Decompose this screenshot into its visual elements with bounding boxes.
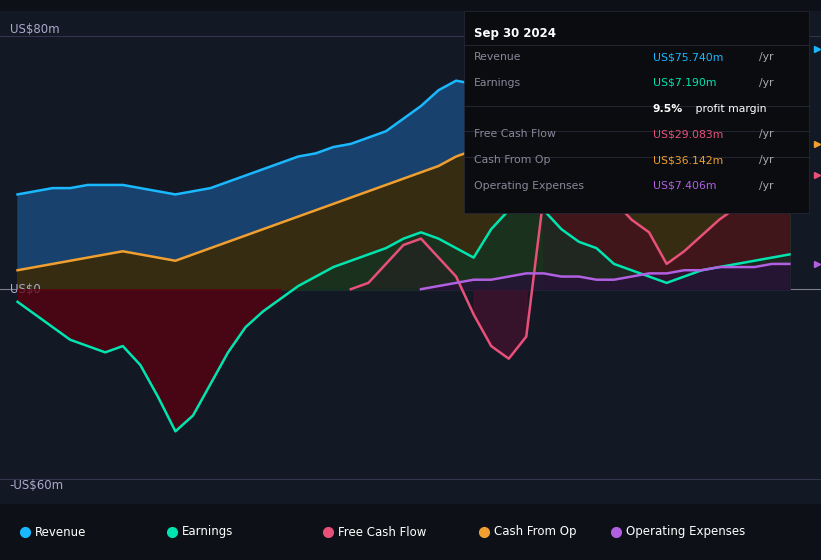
Text: Earnings: Earnings: [474, 78, 521, 88]
Text: /yr: /yr: [759, 78, 774, 88]
Text: US$0: US$0: [10, 283, 40, 296]
Text: /yr: /yr: [759, 181, 774, 191]
Text: US$7.406m: US$7.406m: [653, 181, 716, 191]
Text: /yr: /yr: [759, 129, 774, 139]
Text: Earnings: Earnings: [182, 525, 234, 539]
Text: Cash From Op: Cash From Op: [474, 155, 550, 165]
Text: 9.5%: 9.5%: [653, 104, 683, 114]
Text: Free Cash Flow: Free Cash Flow: [474, 129, 556, 139]
Text: Revenue: Revenue: [34, 525, 86, 539]
Text: Operating Expenses: Operating Expenses: [474, 181, 584, 191]
Text: US$75.740m: US$75.740m: [653, 52, 723, 62]
Text: /yr: /yr: [759, 52, 774, 62]
Text: Revenue: Revenue: [474, 52, 521, 62]
Text: Free Cash Flow: Free Cash Flow: [338, 525, 427, 539]
Text: US$29.083m: US$29.083m: [653, 129, 723, 139]
Text: /yr: /yr: [759, 155, 774, 165]
Text: profit margin: profit margin: [692, 104, 767, 114]
Text: US$7.190m: US$7.190m: [653, 78, 716, 88]
Text: US$36.142m: US$36.142m: [653, 155, 723, 165]
Text: Sep 30 2024: Sep 30 2024: [474, 27, 556, 40]
Text: US$80m: US$80m: [10, 24, 59, 36]
Text: Cash From Op: Cash From Op: [494, 525, 576, 539]
Text: Operating Expenses: Operating Expenses: [626, 525, 745, 539]
Text: -US$60m: -US$60m: [10, 479, 64, 492]
